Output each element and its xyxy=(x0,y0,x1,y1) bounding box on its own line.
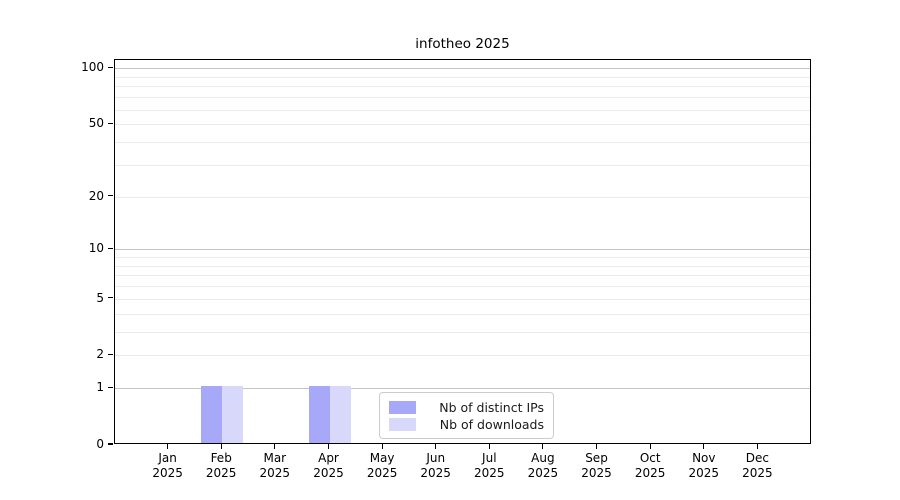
y-tick-mark xyxy=(108,66,113,68)
x-tick-year: 2025 xyxy=(205,466,237,480)
x-tick-mark xyxy=(595,444,598,449)
y-tick-label: 5 xyxy=(96,290,104,305)
y-tick-label: 100 xyxy=(81,60,104,75)
y-tick-mark xyxy=(108,386,113,388)
x-tick-year: 2025 xyxy=(581,466,612,480)
legend-label-downloads: Nb of downloads xyxy=(439,417,544,432)
minor-gridline xyxy=(115,286,810,288)
y-tick-label: 20 xyxy=(88,188,104,203)
y-tick-label: 10 xyxy=(88,241,104,256)
legend-swatch-distinct-ips xyxy=(389,401,416,414)
legend: Nb of distinct IPs Nb of downloads xyxy=(379,392,554,439)
chart-title: infotheo 2025 xyxy=(415,36,510,52)
y-tick-mark xyxy=(108,353,113,355)
x-tick-label-feb: Feb 2025 xyxy=(191,451,251,481)
major-gridline xyxy=(115,249,810,251)
x-tick-year: 2025 xyxy=(634,466,666,480)
x-tick-year: 2025 xyxy=(152,466,183,480)
legend-item-distinct-ips: Nb of distinct IPs xyxy=(389,400,544,415)
x-tick-label-nov: Nov 2025 xyxy=(674,451,734,481)
x-tick-label-jun: Jun 2025 xyxy=(406,451,466,481)
minor-gridline xyxy=(115,97,810,99)
x-tick-label-aug: Aug 2025 xyxy=(513,451,573,481)
x-tick-label-jul: Jul 2025 xyxy=(459,451,519,481)
x-tick-year: 2025 xyxy=(420,466,451,480)
minor-gridline xyxy=(115,313,810,315)
y-tick-mark xyxy=(108,122,113,124)
legend-item-downloads: Nb of downloads xyxy=(389,417,544,432)
bar-downloads xyxy=(329,386,351,443)
x-tick-label-may: May 2025 xyxy=(352,451,412,481)
x-tick-year: 2025 xyxy=(259,466,291,480)
y-tick-label: 0 xyxy=(96,437,104,451)
minor-gridline xyxy=(115,298,810,300)
x-tick-mark xyxy=(542,444,544,449)
x-tick-mark xyxy=(274,444,276,449)
x-tick-year: 2025 xyxy=(313,466,344,480)
bar-distinct-ips xyxy=(201,386,223,443)
minor-gridline xyxy=(115,265,810,267)
x-tick-label-apr: Apr 2025 xyxy=(299,451,359,481)
x-tick-year: 2025 xyxy=(688,466,720,480)
minor-gridline xyxy=(115,196,810,198)
legend-swatch-downloads xyxy=(389,418,416,431)
y-tick-mark xyxy=(108,247,113,249)
x-tick-mark xyxy=(488,444,490,449)
x-tick-year: 2025 xyxy=(366,466,398,480)
x-tick-mark xyxy=(756,444,758,449)
x-tick-year: 2025 xyxy=(527,466,559,480)
y-tick-label: 50 xyxy=(88,116,104,131)
y-tick-label: 1 xyxy=(96,380,104,395)
x-tick-mark xyxy=(381,444,383,449)
x-tick-year: 2025 xyxy=(742,466,773,480)
x-tick-mark xyxy=(220,444,222,449)
y-tick-mark xyxy=(108,195,113,197)
x-tick-label-mar: Mar 2025 xyxy=(245,451,305,481)
x-tick-label-jan: Jan 2025 xyxy=(138,451,198,481)
minor-gridline xyxy=(115,355,810,357)
minor-gridline xyxy=(115,331,810,333)
x-tick-year: 2025 xyxy=(474,466,505,480)
minor-gridline xyxy=(115,86,810,88)
minor-gridline xyxy=(115,275,810,277)
x-tick-label-dec: Dec 2025 xyxy=(727,451,787,481)
major-gridline xyxy=(115,388,810,390)
bar-distinct-ips xyxy=(308,386,330,443)
y-tick-mark xyxy=(108,297,113,299)
minor-gridline xyxy=(115,142,810,143)
minor-gridline xyxy=(115,164,810,166)
y-tick-mark xyxy=(108,443,113,445)
x-tick-mark xyxy=(167,444,169,449)
legend-label-distinct-ips: Nb of distinct IPs xyxy=(439,400,544,415)
x-tick-mark xyxy=(327,444,330,449)
y-tick-label: 2 xyxy=(96,347,104,362)
x-tick-mark xyxy=(649,444,651,449)
minor-gridline xyxy=(115,257,810,259)
minor-gridline xyxy=(115,76,810,78)
x-tick-label-oct: Oct 2025 xyxy=(620,451,680,481)
minor-gridline xyxy=(115,109,810,111)
x-tick-mark xyxy=(435,444,437,449)
plot-area: Nb of distinct IPs Nb of downloads xyxy=(114,59,811,444)
bar-downloads xyxy=(222,386,244,443)
x-tick-label-sep: Sep 2025 xyxy=(567,451,627,481)
major-gridline xyxy=(115,68,810,70)
minor-gridline xyxy=(115,124,810,126)
x-tick-mark xyxy=(703,444,705,449)
